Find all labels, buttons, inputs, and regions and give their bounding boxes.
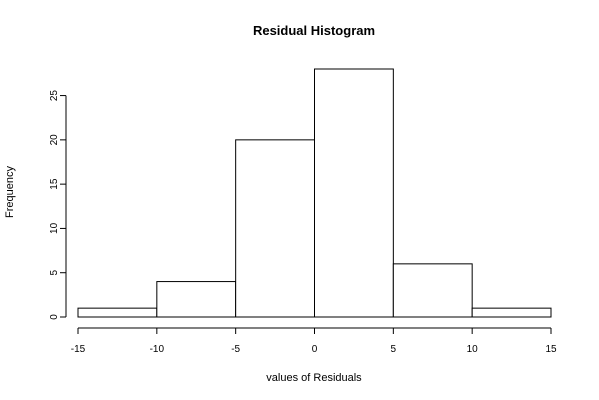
y-axis-label: Frequency [4, 166, 16, 218]
y-tick-label-2: 10 [49, 222, 60, 234]
chart-title: Residual Histogram [253, 23, 375, 38]
y-tick-label-5: 25 [49, 90, 60, 102]
x-tick-label-4: 5 [391, 344, 397, 355]
x-tick-label-6: 15 [545, 344, 557, 355]
histogram-bar-2 [235, 139, 316, 318]
histogram-bar-5 [471, 307, 552, 318]
bars-group [77, 68, 552, 318]
x-tick-label-3: 0 [312, 344, 318, 355]
y-tick-label-3: 15 [49, 178, 60, 190]
histogram-bar-1 [156, 281, 237, 318]
x-tick-label-1: -10 [150, 344, 165, 355]
y-axis: 0 5 10 15 20 25 [49, 90, 67, 320]
y-tick-label-1: 5 [49, 269, 60, 275]
x-tick-label-0: -15 [71, 344, 86, 355]
y-tick-label-0: 0 [49, 314, 60, 320]
histogram-bar-0 [77, 307, 158, 318]
histogram-bar-3 [314, 68, 394, 318]
histogram-bar-4 [392, 263, 473, 318]
y-tick-label-4: 20 [49, 134, 60, 146]
x-axis-label: values of Residuals [266, 372, 362, 384]
x-tick-label-2: -5 [231, 344, 240, 355]
x-tick-label-5: 10 [467, 344, 479, 355]
x-axis: -15 -10 -5 0 5 10 15 [71, 327, 557, 355]
